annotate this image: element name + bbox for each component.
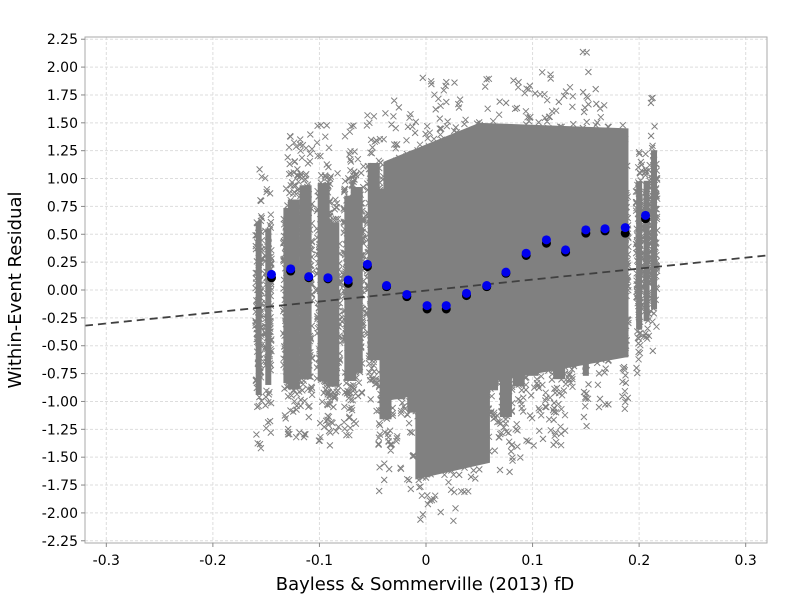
y-tick-label: -0.50 — [42, 339, 78, 355]
raw-point-markers — [522, 82, 543, 449]
raw-point-band — [442, 78, 463, 525]
raw-point-band — [522, 82, 543, 449]
binned-mean-blue-point — [461, 288, 471, 298]
y-tick-label: 1.00 — [47, 172, 78, 188]
trend-line-series — [84, 254, 768, 327]
raw-point-markers — [415, 74, 437, 523]
y-tick-label: -1.50 — [42, 450, 78, 466]
raw-point-band — [375, 109, 396, 495]
x-tick-label: 0.3 — [735, 553, 757, 569]
y-tick-label: 0.00 — [47, 283, 78, 299]
y-axis-title: Within-Event Residual — [5, 191, 26, 388]
raw-point-markers — [469, 119, 490, 482]
binned-mean-blue-point — [402, 289, 412, 299]
raw-point-markers — [283, 132, 305, 441]
binned-mean-blue-point — [620, 223, 630, 233]
y-tick-label: 1.75 — [47, 88, 78, 104]
raw-point-markers — [565, 83, 579, 391]
x-tick-label: -0.3 — [93, 553, 120, 569]
binned-mean-blue-point — [286, 264, 296, 274]
raw-points-series — [252, 48, 661, 525]
raw-point-markers — [600, 101, 614, 408]
y-tick-label: 0.75 — [47, 199, 78, 215]
raw-point-band — [579, 48, 593, 430]
y-tick-label: 0.25 — [47, 255, 78, 271]
raw-point-band — [535, 68, 556, 443]
raw-point-band — [428, 82, 450, 516]
binned-mean-blue-point — [482, 281, 492, 291]
x-axis-title: Bayless & Sommerville (2013) fD — [276, 574, 575, 595]
y-tick-label: 1.50 — [47, 116, 78, 132]
x-axis-ticks: -0.3 -0.2 -0.1 0 0.1 0.2 0.3 — [93, 543, 757, 569]
binned-mean-blue-point — [501, 267, 511, 277]
raw-point-band — [600, 101, 614, 408]
trend-line — [84, 254, 768, 327]
binned-mean-blue-point — [343, 275, 353, 285]
raw-point-band — [415, 74, 437, 523]
binned-mean-blue-point — [422, 301, 432, 311]
y-tick-label: -1.00 — [42, 394, 78, 410]
x-tick-label: -0.2 — [199, 553, 226, 569]
raw-point-band — [548, 88, 570, 449]
y-tick-label: 2.25 — [47, 32, 78, 48]
y-tick-label: -1.75 — [42, 478, 78, 494]
binned-mean-blue-point — [521, 248, 531, 258]
binned-mean-blue-point — [581, 225, 591, 235]
raw-point-markers — [442, 78, 463, 525]
binned-mean-blue-point — [266, 269, 276, 279]
binned-mean-blue-point — [600, 224, 610, 234]
raw-point-markers — [252, 166, 266, 452]
y-tick-label: -2.00 — [42, 506, 78, 522]
binned-means-blue-series — [266, 210, 651, 311]
binned-mean-blue-point — [441, 301, 451, 311]
binned-mean-blue-point — [382, 281, 392, 291]
y-tick-label: 2.00 — [47, 60, 78, 76]
x-tick-label: 0.1 — [521, 553, 543, 569]
raw-point-markers — [346, 122, 367, 425]
y-tick-label: -0.25 — [42, 311, 78, 327]
binned-mean-blue-point — [362, 259, 372, 269]
raw-point-markers — [548, 88, 570, 449]
raw-point-band — [346, 122, 367, 425]
y-axis-ticks: -2.25 -2.00 -1.75 -1.50 -1.25 -1.00 -0.75 -0.50… — [42, 32, 85, 550]
raw-point-markers — [579, 48, 593, 430]
y-tick-label: -0.75 — [42, 367, 78, 383]
raw-point-band — [565, 83, 579, 391]
y-tick-label: 0.50 — [47, 227, 78, 243]
x-tick-label: 0.2 — [628, 553, 650, 569]
x-tick-label: 0 — [422, 553, 431, 569]
y-tick-label: -1.25 — [42, 422, 78, 438]
binned-mean-blue-point — [641, 210, 651, 220]
binned-mean-blue-point — [323, 273, 333, 283]
binned-mean-blue-point — [541, 235, 551, 245]
raw-point-band — [647, 94, 661, 355]
raw-point-band — [469, 119, 490, 482]
raw-point-markers — [647, 94, 661, 355]
raw-point-band — [495, 98, 517, 476]
binned-mean-blue-point — [304, 272, 314, 282]
y-tick-label: 1.25 — [47, 144, 78, 160]
x-tick-label: -0.1 — [306, 553, 333, 569]
raw-point-band — [363, 111, 384, 415]
y-tick-label: -2.25 — [42, 534, 78, 550]
binned-mean-blue-point — [561, 245, 571, 255]
